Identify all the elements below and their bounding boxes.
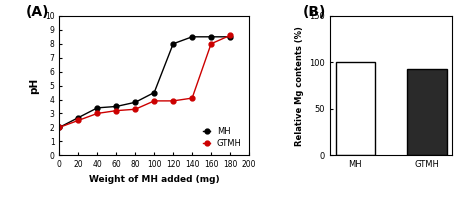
- MH: [95, 107, 100, 109]
- GTMH: [113, 109, 119, 112]
- X-axis label: Weight of MH added (mg): Weight of MH added (mg): [89, 175, 219, 184]
- MH: [113, 105, 119, 108]
- GTMH: [227, 34, 233, 37]
- GTMH: [57, 126, 62, 129]
- GTMH: [133, 108, 138, 110]
- GTMH: [75, 119, 81, 122]
- MH: [75, 116, 81, 119]
- MH: [189, 36, 195, 38]
- Y-axis label: pH: pH: [29, 77, 39, 94]
- Bar: [336, 62, 375, 155]
- MH: [208, 36, 214, 38]
- MH: [133, 101, 138, 103]
- Y-axis label: Relative Mg contents (%): Relative Mg contents (%): [295, 26, 304, 145]
- Text: (A): (A): [25, 5, 49, 19]
- Text: (B): (B): [303, 5, 327, 19]
- Legend: MH, GTMH: MH, GTMH: [200, 124, 245, 151]
- GTMH: [95, 112, 100, 115]
- GTMH: [170, 100, 176, 102]
- MH: [57, 126, 62, 129]
- MH: [151, 91, 157, 94]
- MH: [170, 43, 176, 45]
- GTMH: [208, 43, 214, 45]
- GTMH: [151, 100, 157, 102]
- MH: [227, 36, 233, 38]
- Line: MH: MH: [57, 34, 233, 130]
- GTMH: [189, 97, 195, 99]
- Line: GTMH: GTMH: [57, 33, 233, 130]
- Bar: [407, 69, 447, 155]
